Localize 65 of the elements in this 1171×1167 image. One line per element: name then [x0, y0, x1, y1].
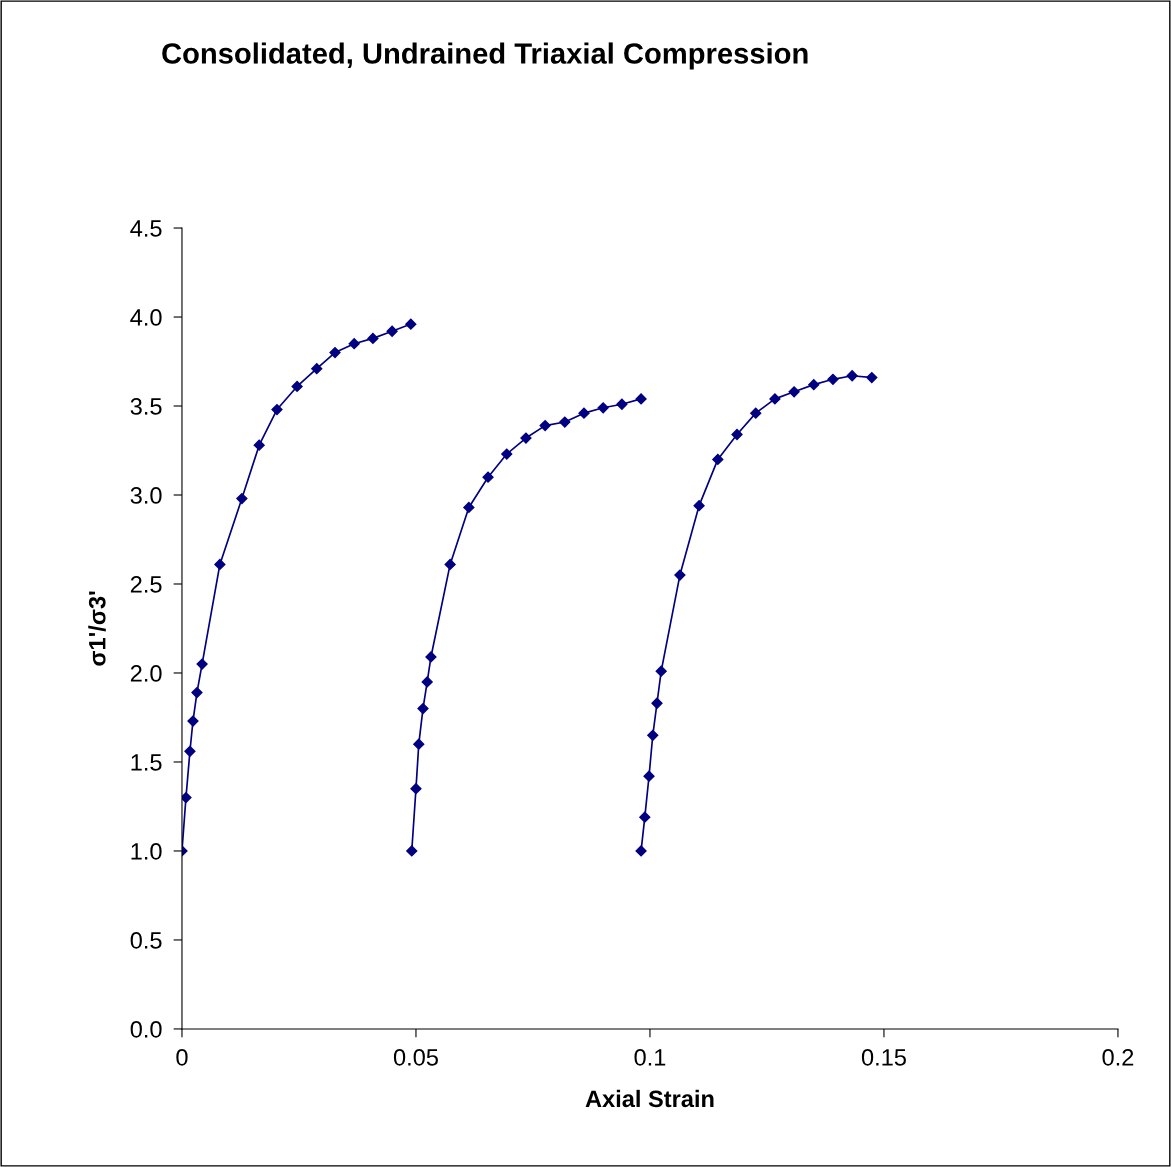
point	[651, 697, 663, 709]
point	[769, 393, 781, 405]
point	[386, 325, 398, 337]
point	[501, 448, 513, 460]
y-tick-label: 3.5	[130, 398, 162, 415]
point	[236, 492, 248, 505]
point	[311, 363, 323, 375]
y-tick-label: 2.0	[130, 665, 162, 682]
chart-title: Consolidated, Undrained Triaxial Compression	[162, 42, 808, 70]
point	[647, 729, 659, 741]
y-axis-title: σ1'/σ3'	[88, 591, 106, 666]
point	[291, 380, 303, 393]
point	[406, 845, 418, 857]
point	[750, 407, 762, 419]
point	[846, 370, 858, 382]
y-tick-label: 4.0	[130, 309, 162, 326]
point	[578, 407, 590, 419]
point	[405, 318, 417, 330]
point	[181, 791, 192, 804]
point	[410, 783, 422, 795]
y-tick-label: 0.0	[130, 1021, 162, 1038]
point	[731, 428, 743, 441]
point	[643, 770, 655, 782]
point	[655, 665, 667, 677]
point	[184, 745, 196, 757]
point	[444, 558, 456, 571]
point	[421, 676, 433, 688]
point	[693, 500, 705, 512]
point	[417, 702, 429, 715]
point	[712, 453, 724, 466]
y-tick-label: 1.5	[131, 754, 162, 771]
point	[616, 398, 628, 410]
x-axis-title: Axial Strain	[585, 1089, 714, 1108]
point	[827, 373, 839, 385]
point	[271, 403, 283, 416]
point	[674, 569, 686, 581]
point	[329, 347, 341, 359]
point	[214, 558, 226, 571]
point	[413, 738, 425, 750]
x-tick-label: 0.05	[393, 1049, 438, 1066]
y-tick-label: 3.0	[130, 487, 162, 504]
y-tick-label: 0.5	[130, 932, 162, 949]
point	[463, 501, 475, 514]
point	[559, 416, 571, 428]
point	[191, 686, 203, 699]
point	[635, 845, 647, 857]
x-tick-label: 0.15	[861, 1049, 906, 1066]
point	[482, 471, 494, 483]
point	[808, 379, 820, 391]
y-tick-label: 2.5	[130, 576, 162, 593]
point	[539, 419, 551, 432]
y-tick-label: 4.5	[130, 220, 162, 237]
x-tick-label: 0	[176, 1049, 188, 1066]
point	[367, 332, 379, 344]
point	[196, 658, 208, 670]
point	[639, 811, 651, 823]
y-tick-label: 1.0	[131, 843, 162, 860]
x-tick-label: 0.2	[1102, 1049, 1134, 1066]
point	[253, 439, 265, 451]
point	[635, 393, 647, 405]
point	[866, 371, 878, 384]
point	[597, 402, 609, 414]
point	[788, 386, 800, 398]
x-tick-label: 0.1	[634, 1049, 666, 1066]
point	[348, 338, 360, 350]
